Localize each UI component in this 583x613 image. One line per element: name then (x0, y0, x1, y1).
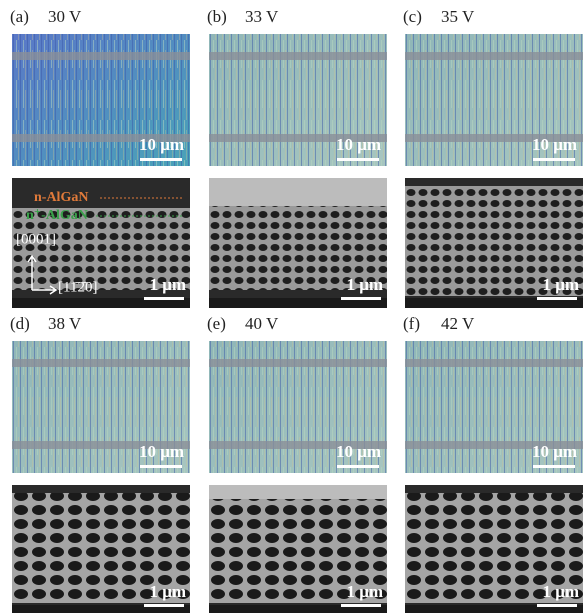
channel-band (209, 441, 387, 449)
scale-label: 1 μm (542, 582, 579, 601)
scale-bar (341, 604, 381, 607)
scale-label: 1 μm (346, 275, 383, 294)
channel-band (12, 52, 190, 60)
scale-bar (537, 604, 577, 607)
scale-bar (337, 465, 379, 468)
panel: (c) 35 V 10 μm 1 μm (403, 7, 583, 308)
sem-pores (209, 206, 387, 290)
panel-voltage: 35 V (441, 7, 475, 26)
panel-voltage: 33 V (245, 7, 279, 26)
panel: (d) 38 V 10 μm 1 μm (10, 314, 190, 613)
sem-pores (405, 186, 583, 296)
sem-pores (209, 493, 387, 603)
layer-label: n-AlGaN (34, 190, 88, 205)
scale-bar (144, 604, 184, 607)
panel: (e) 40 V 10 μm 1 μm (207, 314, 387, 613)
scale-bar (337, 158, 379, 161)
sem-footer (209, 298, 387, 308)
scale-label: 10 μm (336, 135, 381, 154)
sem-pores (12, 208, 190, 290)
panel: (f) 42 V 10 μm 1 μm (403, 314, 583, 613)
scale-label: 1 μm (542, 275, 579, 294)
channel-band (209, 359, 387, 367)
channel-band (209, 134, 387, 142)
scale-label: 10 μm (532, 442, 577, 461)
scale-bar (144, 297, 184, 300)
panel-voltage: 30 V (48, 7, 82, 26)
sem-footer (209, 605, 387, 613)
scale-label: 1 μm (149, 275, 186, 294)
channel-band (405, 441, 583, 449)
panel: (b) 33 V 10 μm 1 μm (207, 7, 387, 308)
panel-label: (f) (403, 314, 420, 333)
sem-footer (12, 605, 190, 613)
scale-label: 10 μm (139, 135, 184, 154)
scale-bar (533, 465, 575, 468)
channel-band (12, 359, 190, 367)
scale-label: 1 μm (346, 582, 383, 601)
panel-label: (e) (207, 314, 226, 333)
channel-band (209, 52, 387, 60)
direction-label: [0001] (16, 231, 56, 247)
panel-label: (c) (403, 7, 422, 26)
channel-band (12, 441, 190, 449)
panel: (a) 30 V 10 μm 1 μm n-AlGaN n⁺-AlGaN [0001] [11… (10, 7, 190, 308)
sem-footer (405, 298, 583, 308)
scale-bar (341, 297, 381, 300)
axis-arrow (27, 254, 58, 295)
sem-footer (405, 605, 583, 613)
sem-footer (12, 298, 190, 308)
panel-label: (b) (207, 7, 227, 26)
channel-band (405, 52, 583, 60)
scale-bar (140, 158, 182, 161)
scale-bar (537, 297, 577, 300)
scale-label: 10 μm (532, 135, 577, 154)
panel-voltage: 38 V (48, 314, 82, 333)
sem-pores (12, 493, 190, 603)
layer-label: n⁺-AlGaN (26, 208, 88, 223)
scale-bar (533, 158, 575, 161)
direction-label: [11̄2̄0] (58, 279, 97, 295)
channel-band (405, 359, 583, 367)
scale-label: 1 μm (149, 582, 186, 601)
panel-label: (a) (10, 7, 29, 26)
scale-bar (140, 465, 182, 468)
panel-voltage: 40 V (245, 314, 279, 333)
panel-label: (d) (10, 314, 30, 333)
scale-label: 10 μm (139, 442, 184, 461)
scale-label: 10 μm (336, 442, 381, 461)
channel-band (405, 134, 583, 142)
channel-band (12, 134, 190, 142)
panel-voltage: 42 V (441, 314, 475, 333)
sem-pores (405, 493, 583, 603)
sem-top (209, 485, 387, 499)
sem-top (209, 178, 387, 206)
